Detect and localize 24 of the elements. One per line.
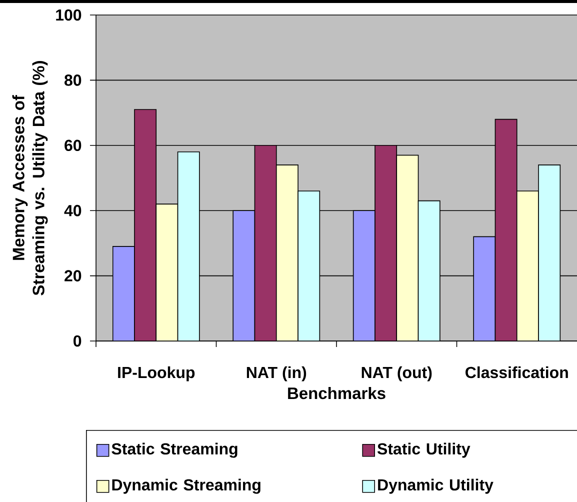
bar — [254, 144, 277, 341]
x-tick-label: Classification — [466, 366, 568, 378]
legend-label: Dynamic Utility — [378, 478, 494, 494]
x-tick-label: NAT (out) — [362, 366, 432, 382]
x-tick-label: NAT (in) — [246, 366, 306, 382]
x-axis-title: Benchmarks — [288, 387, 386, 400]
bar — [418, 200, 440, 341]
legend-label: Dynamic Streaming — [112, 478, 260, 494]
bar — [494, 118, 518, 341]
y-tick-label: 100 — [56, 9, 82, 21]
y-axis-title: Memory Accesses of Streaming vs. Utility Data (%) — [12, 61, 48, 296]
x-tick-label: IP-Lookup — [118, 366, 195, 382]
y-tick-label: 80 — [64, 74, 82, 86]
y-tick-label: 20 — [64, 270, 82, 282]
legend-label: Static Utility — [377, 442, 470, 458]
legend-label: Static Streaming — [112, 442, 238, 458]
bar — [538, 164, 561, 341]
y-tick-label: 40 — [64, 204, 82, 216]
bar — [134, 109, 157, 341]
bar — [177, 152, 200, 341]
bar — [298, 190, 320, 341]
y-tick-label: 0 — [74, 335, 82, 347]
y-tick-label: 60 — [64, 140, 82, 152]
bar — [374, 144, 398, 341]
